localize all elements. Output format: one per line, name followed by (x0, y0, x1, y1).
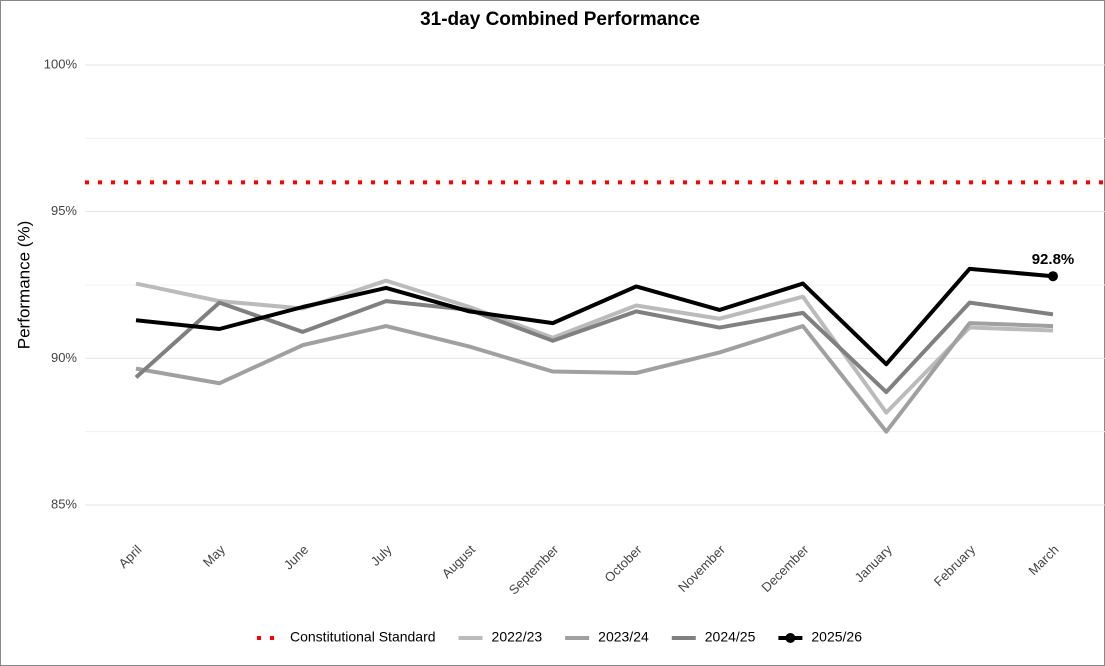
y-tick-label: 95% (51, 203, 77, 218)
y-axis-title: Performance (%) (14, 221, 33, 349)
point (1048, 271, 1058, 282)
series-line (135, 266, 1054, 367)
legend-label: 2022/23 (492, 629, 543, 645)
legend-label: 2024/25 (705, 629, 756, 645)
data-label: 92.8% (1032, 251, 1075, 268)
series-line (135, 278, 1054, 415)
chart-title: 31-day Combined Performance (420, 9, 700, 30)
legend-label: 2023/24 (598, 629, 649, 645)
legend-label: Constitutional Standard (290, 629, 436, 645)
y-tick-label: 85% (51, 496, 77, 511)
legend-dot (785, 633, 796, 643)
series-line (134, 299, 1054, 395)
y-tick-label: 90% (51, 350, 77, 365)
legend-label: 2025/26 (811, 629, 862, 645)
y-tick-label: 100% (44, 56, 78, 71)
series-line (135, 321, 1054, 434)
